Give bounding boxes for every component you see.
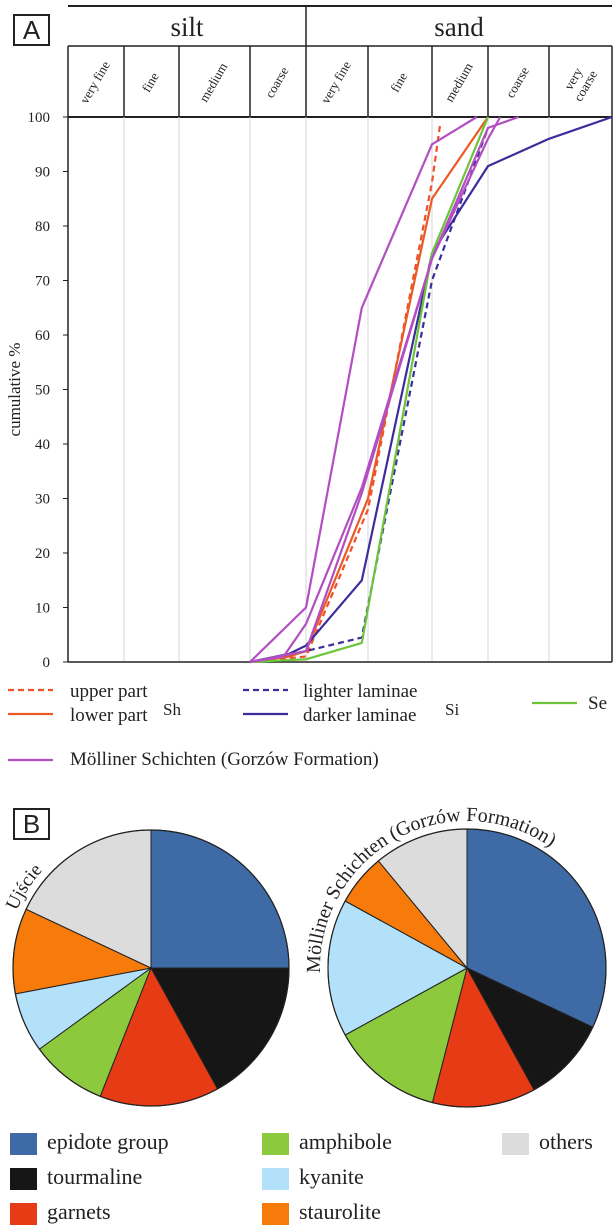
y-tick-label: 0 xyxy=(43,655,51,671)
series-line xyxy=(249,115,613,664)
legend-mollner: Mölliner Schichten (Gorzów Formation) xyxy=(70,749,379,770)
legend-swatch-others xyxy=(502,1133,529,1155)
legend-swatch-staurolite xyxy=(262,1203,289,1225)
y-tick-label: 70 xyxy=(35,274,50,290)
legend-kyanite: kyanite xyxy=(299,1164,364,1189)
series-line xyxy=(249,116,502,664)
y-tick-label: 60 xyxy=(35,328,50,344)
y-tick-label: 50 xyxy=(35,383,50,399)
y-axis-label: cumulative % xyxy=(5,343,24,437)
y-tick-label: 80 xyxy=(35,219,50,235)
legend-lower-part: lower part xyxy=(70,705,148,726)
header-sand: sand xyxy=(434,12,484,42)
pie-outline xyxy=(327,828,607,1108)
legend-upper-part: upper part xyxy=(70,681,148,702)
legend-group-sh: Sh xyxy=(163,700,181,719)
y-tick-label: 20 xyxy=(35,546,50,562)
legend-darker-laminae: darker laminae xyxy=(303,705,417,726)
panel-b-label: B xyxy=(13,808,50,840)
y-tick-label: 100 xyxy=(28,110,51,126)
y-tick-label: 30 xyxy=(35,492,50,508)
legend-swatch-garnets xyxy=(10,1203,37,1225)
legend-staurolite: staurolite xyxy=(299,1199,381,1224)
legend-swatch-tourmaline xyxy=(10,1168,37,1190)
y-tick-label: 10 xyxy=(35,601,50,617)
legend-amphibole: amphibole xyxy=(299,1129,392,1154)
legend-lighter-laminae: lighter laminae xyxy=(303,681,418,702)
series-line xyxy=(249,122,442,664)
legend-garnets: garnets xyxy=(47,1199,111,1224)
legend-others: others xyxy=(539,1129,593,1154)
series-line xyxy=(249,116,490,664)
header-silt: silt xyxy=(170,12,204,42)
legend-epidote-group: epidote group xyxy=(47,1129,169,1154)
panel-a-label: A xyxy=(13,14,50,46)
legend-group-si: Si xyxy=(445,700,460,719)
legend-swatch-epidote xyxy=(10,1133,37,1155)
pie-slice xyxy=(150,829,290,969)
y-tick-label: 90 xyxy=(35,165,50,181)
y-tick-label: 40 xyxy=(35,437,50,453)
legend-swatch-kyanite xyxy=(262,1168,289,1190)
legend-swatch-amphibole xyxy=(262,1133,289,1155)
legend-se: Se xyxy=(588,693,607,714)
line-legend-swatches xyxy=(8,688,577,762)
pie-outline xyxy=(12,829,290,1107)
series-line xyxy=(249,116,478,663)
legend-tourmaline: tourmaline xyxy=(47,1164,143,1189)
